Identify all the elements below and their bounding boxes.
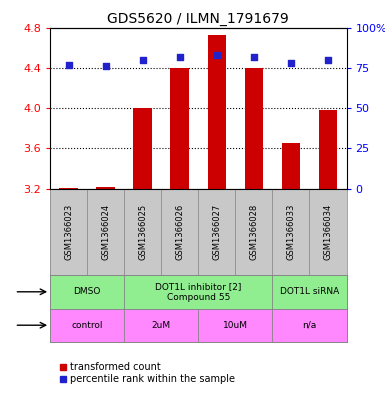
Text: DOT1L siRNA: DOT1L siRNA bbox=[280, 287, 339, 296]
Point bbox=[140, 57, 146, 63]
Bar bbox=[50, 309, 124, 342]
Point bbox=[325, 57, 331, 63]
Bar bbox=[319, 110, 337, 189]
Text: DOT1L inhibitor [2]
Compound 55: DOT1L inhibitor [2] Compound 55 bbox=[155, 282, 241, 301]
Bar bbox=[244, 68, 263, 189]
Bar bbox=[273, 309, 346, 342]
Bar bbox=[171, 68, 189, 189]
Text: GSM1366027: GSM1366027 bbox=[212, 204, 221, 260]
Text: n/a: n/a bbox=[302, 321, 316, 330]
Text: GSM1366034: GSM1366034 bbox=[323, 204, 333, 260]
Text: GSM1366028: GSM1366028 bbox=[249, 204, 258, 260]
Legend: transformed count, percentile rank within the sample: transformed count, percentile rank withi… bbox=[55, 358, 239, 388]
Bar bbox=[50, 275, 124, 309]
Text: DMSO: DMSO bbox=[74, 287, 101, 296]
Text: GSM1366026: GSM1366026 bbox=[175, 204, 184, 260]
Text: GSM1366025: GSM1366025 bbox=[138, 204, 147, 260]
Text: GSM1366033: GSM1366033 bbox=[286, 204, 295, 260]
Point bbox=[288, 60, 294, 66]
Title: GDS5620 / ILMN_1791679: GDS5620 / ILMN_1791679 bbox=[107, 13, 289, 26]
Text: GSM1366023: GSM1366023 bbox=[64, 204, 73, 260]
Point bbox=[65, 61, 72, 68]
Bar bbox=[208, 35, 226, 189]
Text: 2uM: 2uM bbox=[152, 321, 171, 330]
Bar bbox=[273, 275, 346, 309]
Bar bbox=[96, 187, 115, 189]
Text: GSM1366024: GSM1366024 bbox=[101, 204, 110, 260]
Bar bbox=[134, 108, 152, 189]
Bar bbox=[282, 143, 300, 189]
Bar bbox=[59, 187, 78, 189]
Text: 10uM: 10uM bbox=[223, 321, 248, 330]
Bar bbox=[124, 309, 198, 342]
Bar bbox=[124, 275, 273, 309]
Text: control: control bbox=[71, 321, 103, 330]
Point bbox=[102, 63, 109, 69]
Point bbox=[214, 52, 220, 58]
Bar bbox=[198, 309, 273, 342]
Point bbox=[177, 53, 183, 60]
Point bbox=[251, 53, 257, 60]
